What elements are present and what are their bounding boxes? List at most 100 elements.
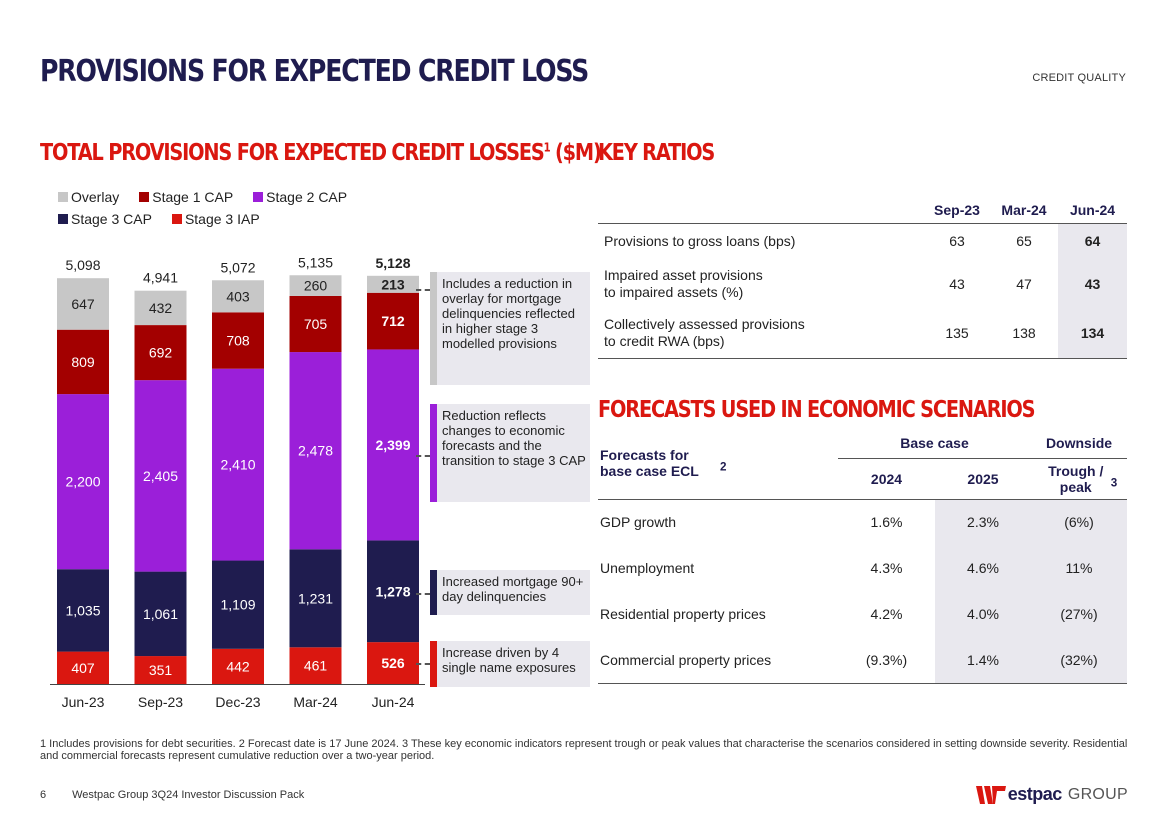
- key-ratios-cell: 138: [1012, 325, 1036, 342]
- key-ratios-cell: 65: [1016, 233, 1032, 250]
- forecasts-cell: 4.0%: [935, 591, 1031, 637]
- chart-title-footnote-ref: 1: [543, 140, 551, 155]
- bar-segment: [289, 549, 342, 648]
- bar-total-label: 5,072: [220, 259, 255, 275]
- bar-value-label: 442: [226, 658, 250, 674]
- chart-legend: Overlay Stage 1 CAP Stage 2 CAP Stage 3 …: [58, 186, 347, 230]
- bar-value-label: 403: [226, 288, 250, 304]
- bar-segment: [57, 278, 109, 330]
- annotation-connector: [416, 593, 430, 595]
- legend-item-overlay: Overlay: [58, 189, 119, 205]
- legend-label: Stage 3 IAP: [184, 211, 260, 227]
- forecasts-group-header-row: Forecasts for base case ECL 2 Base case D…: [598, 428, 1127, 479]
- bar-total-label: 5,098: [65, 257, 100, 273]
- bar-segment: [367, 349, 419, 541]
- key-ratios-table: Sep-23 Mar-24 Jun-24 Provisions to gross…: [598, 198, 1127, 359]
- legend-swatch-stage2-cap: [253, 192, 264, 202]
- key-ratios-title: KEY RATIOS: [598, 140, 715, 166]
- bar-segment: [57, 651, 109, 684]
- legend-item-stage2-cap: Stage 2 CAP: [253, 189, 347, 205]
- footnote-ref: 2: [720, 460, 727, 474]
- forecasts-group-downside: Downside: [1031, 428, 1127, 459]
- key-ratios-row-label: Collectively assessed provisions to credi…: [598, 309, 924, 359]
- forecasts-cell: (6%): [1031, 499, 1127, 545]
- bar-segment: [367, 642, 419, 684]
- forecasts-cell: (32%): [1031, 637, 1127, 683]
- footer: 6 Westpac Group 3Q24 Investor Discussion …: [40, 789, 330, 801]
- forecasts-row: Commercial property prices (9.3%) 1.4% (…: [598, 637, 1127, 683]
- bar-value-label: 461: [304, 658, 328, 674]
- key-ratios-cell-highlight: 64: [1058, 223, 1127, 259]
- forecasts-row-label: Unemployment: [600, 560, 695, 576]
- bar-value-label: 2,200: [65, 474, 100, 490]
- bar-segment: [367, 275, 419, 293]
- chart-title-suffix: ($M): [549, 140, 602, 166]
- bar-segment: [57, 569, 109, 652]
- annotation-connector: [416, 455, 430, 457]
- bar-segment: [57, 329, 109, 395]
- key-ratios-header-blank: [598, 198, 924, 224]
- key-ratios-cell: 47: [1016, 275, 1032, 292]
- key-ratios-row-label: Impaired asset provisions to impaired ass…: [598, 259, 924, 309]
- annotation-color-bar: [430, 570, 437, 615]
- forecasts-cell: 1.4%: [935, 637, 1031, 683]
- legend-label: Stage 2 CAP: [266, 189, 348, 205]
- legend-label: Stage 1 CAP: [152, 189, 234, 205]
- bar-segment: [289, 275, 342, 296]
- label-line: Impaired asset provisions: [604, 266, 763, 283]
- forecasts-row: GDP growth 1.6% 2.3% (6%): [598, 499, 1127, 545]
- bar-value-label: 1,231: [298, 590, 333, 606]
- bar-segment: [212, 648, 264, 684]
- legend-label: Overlay: [71, 189, 120, 205]
- forecasts-row-label: Residential property prices: [600, 606, 766, 622]
- forecasts-title: FORECASTS USED IN ECONOMIC SCENARIOS: [598, 397, 1036, 423]
- logo-wordmark: estpac: [1007, 784, 1063, 804]
- forecasts-cell: 4.3%: [870, 560, 903, 576]
- bar-value-label: 351: [149, 662, 173, 678]
- legend-label: Stage 3 CAP: [71, 211, 152, 227]
- bar-value-label: 809: [71, 354, 95, 370]
- forecasts-col-header: Trough / peak 3: [1031, 458, 1127, 499]
- forecasts-row: Unemployment 4.3% 4.6% 11%: [598, 545, 1127, 591]
- bar-segment: [212, 560, 264, 649]
- key-ratios-col-header: Sep-23: [934, 202, 980, 218]
- key-ratios-row: Impaired asset provisions to impaired ass…: [598, 258, 1127, 309]
- bar-value-label: 260: [304, 278, 328, 294]
- bar-segment: [212, 368, 264, 561]
- bar-segment: [212, 312, 264, 369]
- key-ratios-col-header: Mar-24: [1001, 202, 1047, 218]
- legend-item-stage3-cap: Stage 3 CAP: [58, 211, 152, 227]
- bar-segment: [134, 571, 187, 657]
- bar-value-label: 2,478: [298, 443, 333, 459]
- legend-swatch-stage3-cap: [58, 214, 68, 224]
- key-ratios-row: Collectively assessed provisions to credi…: [598, 308, 1127, 359]
- bar-value-label: 432: [149, 300, 173, 316]
- forecasts-row: Residential property prices 4.2% 4.0% (2…: [598, 591, 1127, 637]
- bar-value-label: 1,061: [143, 606, 178, 622]
- forecasts-table: Forecasts for base case ECL 2 Base case D…: [598, 428, 1127, 684]
- forecasts-cell: 2.3%: [935, 499, 1031, 545]
- bar-value-label: 2,410: [220, 457, 255, 473]
- bar-value-label: 2,405: [143, 468, 178, 484]
- forecasts-row-label: Commercial property prices: [600, 651, 772, 668]
- category-label: Jun-24: [372, 694, 415, 710]
- bar-segment: [289, 352, 342, 550]
- westpac-logo: estpac GROUP: [975, 784, 1128, 805]
- category-label: Dec-23: [215, 694, 260, 710]
- forecasts-cell: (27%): [1031, 591, 1127, 637]
- annotation-connector: [416, 663, 430, 665]
- key-ratios-cell: 43: [949, 275, 965, 292]
- westpac-w-icon: [975, 785, 1006, 804]
- forecasts-col-header-text: Trough / peak: [1048, 462, 1104, 495]
- forecasts-cell: 11%: [1031, 545, 1127, 591]
- label-line: to credit RWA (bps): [604, 333, 725, 350]
- category-label: Sep-23: [138, 694, 183, 710]
- legend-item-stage1-cap: Stage 1 CAP: [139, 189, 233, 205]
- forecasts-label-header: Forecasts for base case ECL 2: [598, 428, 838, 499]
- bar-value-label: 705: [304, 316, 328, 332]
- logo-group: GROUP: [1067, 785, 1128, 803]
- forecasts-cell: (9.3%): [865, 651, 908, 668]
- chart-title: TOTAL PROVISIONS FOR EXPECTED CREDIT LOS…: [40, 140, 602, 166]
- annotation-text: Increase driven by 4 single name exposur…: [442, 645, 576, 675]
- bar-value-label: 712: [381, 313, 405, 329]
